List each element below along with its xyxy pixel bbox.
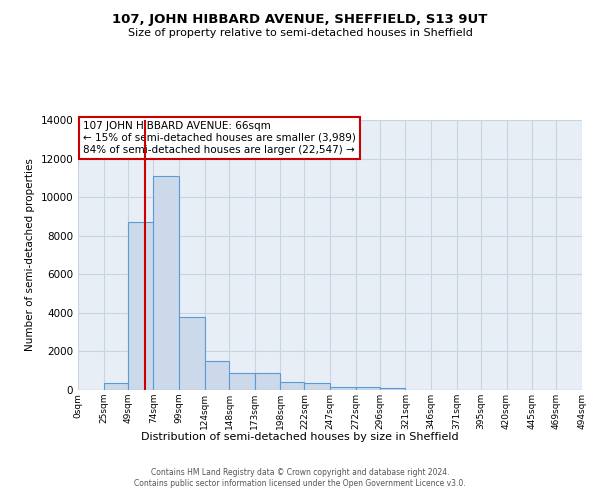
- Bar: [330, 386, 356, 390]
- Text: Distribution of semi-detached houses by size in Sheffield: Distribution of semi-detached houses by …: [141, 432, 459, 442]
- Bar: [179, 316, 205, 390]
- Bar: [304, 383, 330, 390]
- Text: Contains HM Land Registry data © Crown copyright and database right 2024.
Contai: Contains HM Land Registry data © Crown c…: [134, 468, 466, 487]
- Text: 107, JOHN HIBBARD AVENUE, SHEFFIELD, S13 9UT: 107, JOHN HIBBARD AVENUE, SHEFFIELD, S13…: [112, 12, 488, 26]
- Y-axis label: Number of semi-detached properties: Number of semi-detached properties: [25, 158, 35, 352]
- Bar: [104, 383, 128, 390]
- Bar: [356, 387, 380, 390]
- Bar: [128, 222, 154, 390]
- Bar: [380, 388, 406, 390]
- Text: Size of property relative to semi-detached houses in Sheffield: Size of property relative to semi-detach…: [128, 28, 472, 38]
- Bar: [280, 382, 304, 390]
- Text: 107 JOHN HIBBARD AVENUE: 66sqm
← 15% of semi-detached houses are smaller (3,989): 107 JOHN HIBBARD AVENUE: 66sqm ← 15% of …: [83, 122, 356, 154]
- Bar: [229, 372, 254, 390]
- Bar: [254, 372, 280, 390]
- Bar: [154, 176, 179, 390]
- Bar: [205, 361, 229, 390]
